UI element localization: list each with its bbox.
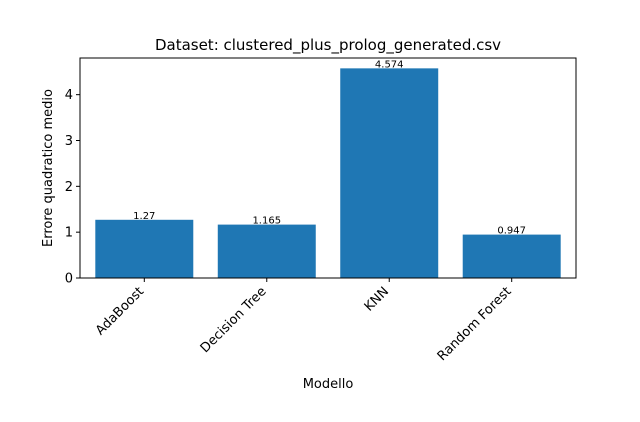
y-axis-label: Errore quadratico medio [41, 89, 56, 247]
bar-value-label: 4.574 [375, 59, 404, 70]
bar-value-label: 1.165 [252, 216, 281, 227]
bars-group: 1.27 1.165 4.574 0.947 [95, 59, 561, 278]
y-tick-label: 4 [65, 88, 73, 103]
y-tick-label: 1 [65, 226, 73, 241]
chart-title: Dataset: clustered_plus_prolog_generated… [155, 36, 501, 55]
y-tick-label: 3 [65, 134, 73, 149]
bar [462, 234, 561, 278]
x-axis-label: Modello [303, 377, 354, 392]
x-tick-label: AdaBoost [93, 284, 147, 338]
x-tick-label: Decision Tree [198, 284, 270, 356]
bar [217, 224, 316, 278]
bar-value-label: 1.27 [133, 211, 155, 222]
bar [340, 68, 439, 278]
y-tick-label: 0 [65, 272, 73, 287]
bar [95, 219, 194, 278]
y-axis-ticks: 0 1 2 3 4 [65, 88, 80, 287]
x-axis-ticks: AdaBoost Decision Tree KNN Random Forest [93, 278, 515, 364]
x-tick-label: KNN [362, 284, 392, 314]
bar-value-label: 0.947 [497, 226, 526, 237]
x-tick-label: Random Forest [435, 284, 515, 364]
plot-frame [79, 57, 577, 279]
y-tick-label: 2 [65, 180, 73, 195]
